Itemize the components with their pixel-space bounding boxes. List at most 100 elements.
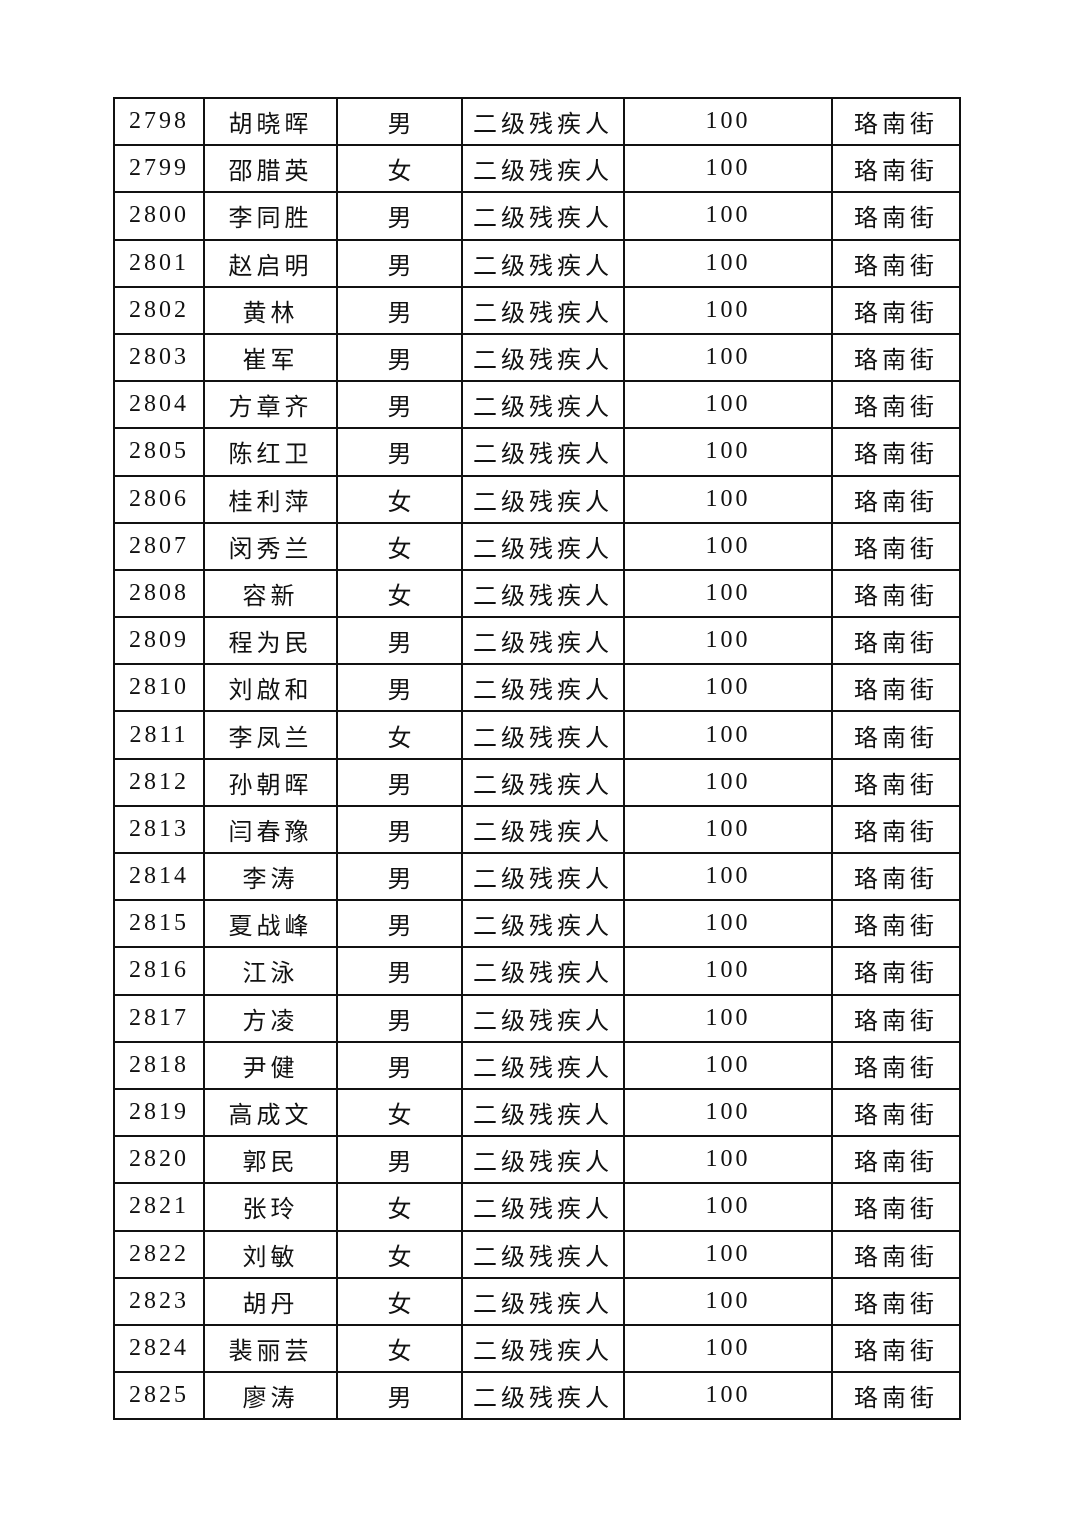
table-row: 2811 李凤兰女二级残疾人 100 珞南街: [113, 710, 961, 760]
amount-cell: 100: [623, 710, 833, 760]
gender-cell: 女: [336, 1087, 463, 1138]
category-cell: 二级残疾人: [461, 521, 625, 571]
table-row: 2823 胡丹女二级残疾人 100 珞南街: [113, 1276, 961, 1326]
category-cell: 二级残疾人: [461, 332, 625, 383]
index-cell: 2820: [113, 1135, 205, 1185]
index-cell: 2813: [113, 804, 205, 855]
index-cell: 2803: [113, 332, 205, 383]
amount-cell: 100: [623, 568, 833, 619]
street-cell: 珞南街: [831, 1040, 961, 1090]
category-cell: 二级残疾人: [461, 96, 625, 147]
amount-cell: 100: [623, 332, 833, 383]
amount-cell: 100: [623, 851, 833, 902]
name-cell: 崔军: [203, 332, 338, 383]
category-cell: 二级残疾人: [461, 1182, 625, 1232]
street-cell: 珞南街: [831, 1087, 961, 1138]
category-cell: 二级残疾人: [461, 1135, 625, 1185]
gender-cell: 男: [336, 427, 463, 477]
index-cell: 2814: [113, 851, 205, 902]
index-cell: 2802: [113, 285, 205, 335]
category-cell: 二级残疾人: [461, 616, 625, 666]
index-cell: 2811: [113, 710, 205, 760]
gender-cell: 男: [336, 804, 463, 855]
amount-cell: 100: [623, 191, 833, 241]
name-cell: 闵秀兰: [203, 521, 338, 571]
street-cell: 珞南街: [831, 757, 961, 807]
gender-cell: 男: [336, 1040, 463, 1090]
street-cell: 珞南街: [831, 144, 961, 194]
category-cell: 二级残疾人: [461, 568, 625, 619]
street-cell: 珞南街: [831, 663, 961, 713]
table-row: 2807 闵秀兰女二级残疾人 100 珞南街: [113, 521, 961, 571]
street-cell: 珞南街: [831, 1371, 961, 1421]
amount-cell: 100: [623, 899, 833, 949]
index-cell: 2799: [113, 144, 205, 194]
name-cell: 刘啟和: [203, 663, 338, 713]
table-row: 2822 刘敏女二级残疾人 100 珞南街: [113, 1229, 961, 1279]
amount-cell: 100: [623, 427, 833, 477]
street-cell: 珞南街: [831, 1323, 961, 1374]
gender-cell: 男: [336, 757, 463, 807]
gender-cell: 男: [336, 663, 463, 713]
category-cell: 二级残疾人: [461, 1087, 625, 1138]
street-cell: 珞南街: [831, 710, 961, 760]
table-row: 2819 高成文女二级残疾人 100 珞南街: [113, 1087, 961, 1138]
street-cell: 珞南街: [831, 285, 961, 335]
gender-cell: 男: [336, 1371, 463, 1421]
amount-cell: 100: [623, 1182, 833, 1232]
name-cell: 李凤兰: [203, 710, 338, 760]
gender-cell: 男: [336, 851, 463, 902]
index-cell: 2810: [113, 663, 205, 713]
name-cell: 方章齐: [203, 380, 338, 430]
gender-cell: 男: [336, 96, 463, 147]
index-cell: 2809: [113, 616, 205, 666]
name-cell: 夏战峰: [203, 899, 338, 949]
street-cell: 珞南街: [831, 427, 961, 477]
index-cell: 2800: [113, 191, 205, 241]
amount-cell: 100: [623, 521, 833, 571]
category-cell: 二级残疾人: [461, 1371, 625, 1421]
amount-cell: 100: [623, 1135, 833, 1185]
category-cell: 二级残疾人: [461, 1229, 625, 1279]
amount-cell: 100: [623, 1371, 833, 1421]
index-cell: 2822: [113, 1229, 205, 1279]
amount-cell: 100: [623, 946, 833, 996]
index-cell: 2808: [113, 568, 205, 619]
name-cell: 容新: [203, 568, 338, 619]
name-cell: 裴丽芸: [203, 1323, 338, 1374]
table-row: 2824 裴丽芸女二级残疾人 100 珞南街: [113, 1323, 961, 1374]
table-row: 2802 黄林男二级残疾人 100 珞南街: [113, 285, 961, 335]
recipient-table: 2798 胡晓晖男二级残疾人 100 珞南街 2799 邵腊英女二级残疾人 100 珞南街 28…: [113, 96, 961, 1421]
index-cell: 2817: [113, 993, 205, 1043]
table-row: 2805 陈红卫男二级残疾人 100 珞南街: [113, 427, 961, 477]
index-cell: 2815: [113, 899, 205, 949]
table-row: 2804 方章齐男二级残疾人 100 珞南街: [113, 380, 961, 430]
amount-cell: 100: [623, 380, 833, 430]
name-cell: 李同胜: [203, 191, 338, 241]
name-cell: 方凌: [203, 993, 338, 1043]
gender-cell: 男: [336, 1135, 463, 1185]
category-cell: 二级残疾人: [461, 191, 625, 241]
name-cell: 闫春豫: [203, 804, 338, 855]
index-cell: 2806: [113, 474, 205, 524]
name-cell: 胡丹: [203, 1276, 338, 1326]
category-cell: 二级残疾人: [461, 285, 625, 335]
street-cell: 珞南街: [831, 1135, 961, 1185]
category-cell: 二级残疾人: [461, 804, 625, 855]
name-cell: 高成文: [203, 1087, 338, 1138]
gender-cell: 男: [336, 993, 463, 1043]
name-cell: 邵腊英: [203, 144, 338, 194]
index-cell: 2807: [113, 521, 205, 571]
table-row: 2809 程为民男二级残疾人 100 珞南街: [113, 616, 961, 666]
street-cell: 珞南街: [831, 96, 961, 147]
name-cell: 黄林: [203, 285, 338, 335]
gender-cell: 女: [336, 474, 463, 524]
gender-cell: 女: [336, 710, 463, 760]
amount-cell: 100: [623, 1323, 833, 1374]
gender-cell: 男: [336, 285, 463, 335]
gender-cell: 女: [336, 1323, 463, 1374]
name-cell: 尹健: [203, 1040, 338, 1090]
street-cell: 珞南街: [831, 804, 961, 855]
street-cell: 珞南街: [831, 946, 961, 996]
street-cell: 珞南街: [831, 1276, 961, 1326]
